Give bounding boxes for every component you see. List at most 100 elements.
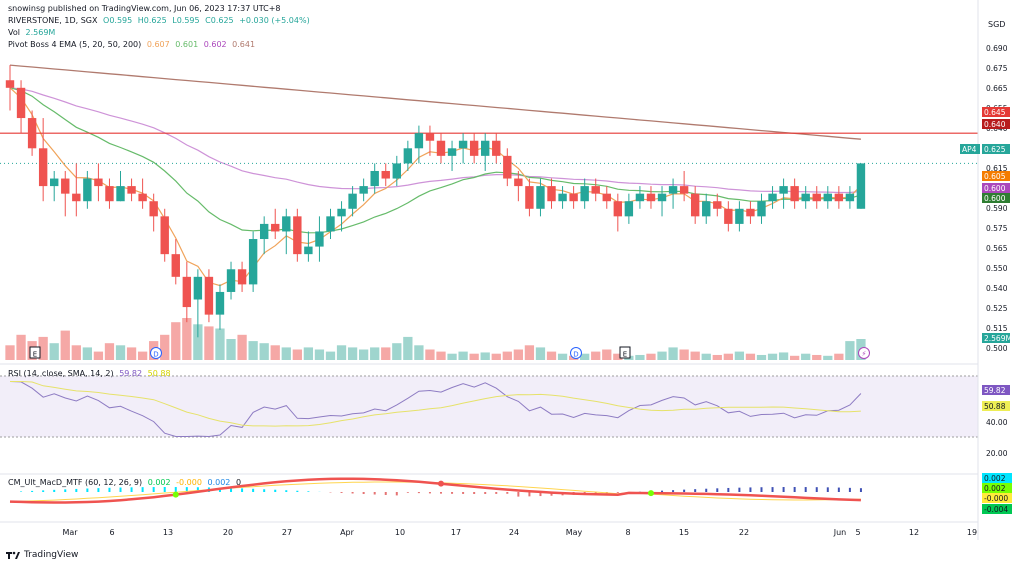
volume-bar xyxy=(259,343,269,360)
candle xyxy=(602,193,611,202)
candle xyxy=(61,178,70,194)
volume-bar xyxy=(447,353,457,360)
volume-label[interactable]: Vol xyxy=(8,28,20,37)
alert-icon xyxy=(858,347,870,359)
volume-bar xyxy=(657,351,667,360)
macd-histogram-bar xyxy=(185,487,188,492)
candle xyxy=(105,186,114,202)
open-value: O0.595 xyxy=(103,16,133,25)
volume-bar xyxy=(668,347,678,360)
price-tick: 0.565 xyxy=(986,244,1008,253)
candle xyxy=(193,276,203,300)
candle xyxy=(359,186,368,194)
ema-row: Pivot Boss 4 EMA (5, 20, 50, 200) 0.607 … xyxy=(8,40,258,49)
macd-label[interactable]: CM_Ult_MacD_MTF (60, 12, 26, 9) xyxy=(8,478,143,487)
candle xyxy=(304,246,313,255)
macd-histogram-bar xyxy=(616,492,619,493)
volume-bar xyxy=(182,318,192,360)
macd-histogram-bar xyxy=(163,487,166,492)
macd-histogram-bar xyxy=(274,489,277,492)
macd-histogram-bar xyxy=(97,488,100,492)
price-tick: 0.575 xyxy=(986,224,1008,233)
price-tag-label: 0.600 xyxy=(984,184,1006,193)
rsi-label[interactable]: RSI (14, close, SMA, 14, 2) xyxy=(8,369,114,378)
candle xyxy=(348,193,357,209)
volume-bar xyxy=(679,349,689,360)
volume-bar xyxy=(49,343,59,360)
rsi-tick: 20.00 xyxy=(986,449,1008,458)
candle xyxy=(657,193,667,202)
macd-histogram-bar xyxy=(749,487,752,492)
volume-bar xyxy=(38,336,48,360)
price-tick: 0.515 xyxy=(986,324,1008,333)
macd-histogram-bar xyxy=(152,487,155,492)
macd-histogram-bar xyxy=(351,492,354,494)
volume-bar xyxy=(513,349,524,360)
volume-bar xyxy=(602,349,612,360)
volume-bar xyxy=(425,349,435,360)
candle xyxy=(646,193,656,202)
macd-tag xyxy=(982,493,1012,503)
macd-histogram-bar xyxy=(782,487,785,492)
candle xyxy=(215,291,225,315)
candle xyxy=(702,201,711,217)
candle xyxy=(315,231,324,247)
volume-bar xyxy=(215,328,225,360)
price-tag-label: 0.640 xyxy=(984,120,1006,129)
macd-histogram-bar xyxy=(539,492,542,497)
macd-histogram-bar xyxy=(771,487,774,492)
tradingview-logo[interactable]: TradingView xyxy=(6,550,78,560)
ema5-value: 0.607 xyxy=(146,40,170,49)
candle xyxy=(845,193,855,202)
tradingview-logo-icon xyxy=(6,551,20,559)
volume-bar xyxy=(60,330,70,360)
volume-bar xyxy=(71,345,81,360)
candle xyxy=(503,155,512,179)
price-tag-label: 0.605 xyxy=(984,172,1006,181)
volume-bar xyxy=(248,341,258,360)
x-axis-label: Jun xyxy=(833,528,847,537)
ema50-line xyxy=(9,87,861,194)
volume-bar xyxy=(336,345,347,360)
candle xyxy=(392,163,401,179)
x-axis-label: May xyxy=(566,528,583,537)
ema-label[interactable]: Pivot Boss 4 EMA (5, 20, 50, 200) xyxy=(8,40,142,49)
candle xyxy=(16,87,26,119)
rsi-ma-tag-label: 50.88 xyxy=(984,402,1006,411)
candle xyxy=(690,193,700,217)
candle xyxy=(679,186,689,194)
macd-histogram-bar xyxy=(495,492,498,494)
macd-tag-label: -0.000 xyxy=(984,494,1008,503)
candle xyxy=(447,148,457,156)
x-axis-label: 17 xyxy=(451,528,461,537)
macd-histogram-bar xyxy=(20,491,23,492)
earnings-marker-label: E xyxy=(33,351,37,359)
volume-bar xyxy=(314,349,325,360)
price-tag-label: 0.645 xyxy=(984,108,1006,117)
macd-histogram-bar xyxy=(462,492,465,494)
macd-histogram-bar xyxy=(285,490,288,492)
candle xyxy=(746,208,755,217)
macd-histogram-bar xyxy=(42,490,45,492)
x-axis-label: 22 xyxy=(739,528,749,537)
ema200-line xyxy=(9,64,861,140)
candle xyxy=(403,148,413,164)
macd-value-4: 0 xyxy=(235,478,242,487)
volume-bar xyxy=(591,351,601,360)
volume-bar xyxy=(126,347,137,360)
volume-bar xyxy=(458,351,468,360)
volume-bar xyxy=(403,336,413,360)
macd-histogram-bar xyxy=(307,491,310,492)
ap4-tag-label: AP4 xyxy=(962,145,977,154)
symbol-title[interactable]: RIVERSTONE, 1D, SGX xyxy=(8,16,98,25)
volume-bar xyxy=(580,353,590,360)
ema20-value: 0.601 xyxy=(175,40,199,49)
volume-bar xyxy=(381,347,391,360)
volume-bar xyxy=(767,353,778,360)
macd-tag xyxy=(982,483,1012,493)
ema5-line xyxy=(9,87,862,287)
macd-histogram-bar xyxy=(108,487,111,492)
macd-cross-dot xyxy=(647,490,654,497)
